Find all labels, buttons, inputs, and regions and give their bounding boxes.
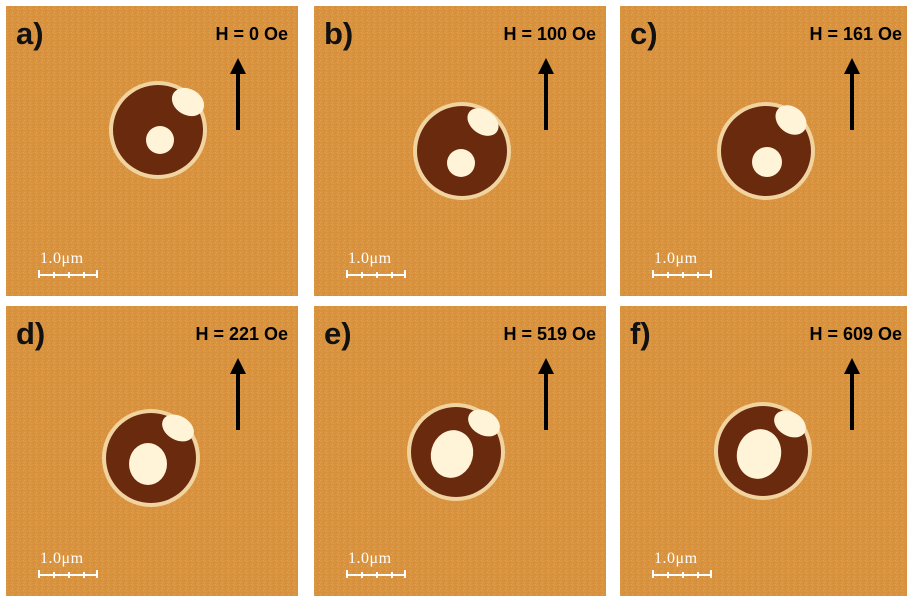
panel-b-label: b) — [324, 16, 354, 51]
panel-f-core-domain — [736, 429, 782, 479]
panel-b-scale-label: 1.0μm — [348, 250, 392, 267]
panel-d: d) H = 221 Oe 1.0μm — [6, 306, 298, 596]
panel-a-edge-domain — [171, 87, 205, 117]
panel-e-scale-label: 1.0μm — [348, 550, 392, 567]
panel-f-image — [620, 306, 907, 596]
panel-d-scale-bar — [38, 570, 98, 578]
panel-e-image — [314, 306, 606, 596]
panel-a: a) H = 0 Oe 1.0μm — [6, 6, 298, 296]
panel-d-field-arrow-icon — [230, 358, 246, 430]
panel-f: f) H = 609 Oe 1.0μm — [620, 306, 907, 596]
panel-c-image — [620, 6, 907, 296]
panel-d-label: d) — [16, 316, 46, 351]
panel-d-core-domain — [129, 443, 167, 485]
panel-e-label: e) — [324, 316, 352, 351]
panel-e-scale-bar — [346, 570, 406, 578]
panel-d-edge-domain — [162, 414, 194, 442]
panel-c-label: c) — [630, 16, 658, 51]
panel-d-scale-label: 1.0μm — [40, 550, 84, 567]
panel-a-field-label: H = 0 Oe — [215, 24, 288, 44]
panel-f-field-arrow-icon — [844, 358, 860, 430]
panel-b-edge-domain — [467, 108, 499, 136]
panel-a-field-arrow-icon — [230, 58, 246, 130]
panel-a-scale-label: 1.0μm — [40, 250, 84, 267]
panel-c-core-domain — [752, 147, 782, 177]
panel-b-scale-bar — [346, 270, 406, 278]
panel-c-scale-label: 1.0μm — [654, 250, 698, 267]
panel-f-field-label: H = 609 Oe — [809, 324, 902, 344]
panel-d-field-label: H = 221 Oe — [195, 324, 288, 344]
panel-e-field-arrow-icon — [538, 358, 554, 430]
panel-a-scale-bar — [38, 270, 98, 278]
panel-c-edge-domain — [775, 105, 807, 135]
panel-a-core-domain — [146, 126, 174, 154]
panel-a-image — [6, 6, 298, 296]
panel-f-label: f) — [630, 316, 651, 351]
panel-b-field-label: H = 100 Oe — [503, 24, 596, 44]
panel-e: e) H = 519 Oe 1.0μm — [314, 306, 606, 596]
panel-c-scale-bar — [652, 270, 712, 278]
panel-f-scale-label: 1.0μm — [654, 550, 698, 567]
panel-d-image — [6, 306, 298, 596]
panel-b-image — [314, 6, 606, 296]
panel-a-label: a) — [16, 16, 44, 51]
panel-f-edge-domain — [774, 410, 806, 438]
panel-b-core-domain — [447, 149, 475, 177]
panel-b-field-arrow-icon — [538, 58, 554, 130]
panel-e-field-label: H = 519 Oe — [503, 324, 596, 344]
panel-c: c) H = 161 Oe 1.0μm — [620, 6, 907, 296]
panel-f-scale-bar — [652, 570, 712, 578]
panel-c-field-label: H = 161 Oe — [809, 24, 902, 44]
panel-e-core-domain — [430, 430, 474, 478]
panel-e-edge-domain — [468, 409, 500, 437]
panel-b: b) H = 100 Oe 1.0μm — [314, 6, 606, 296]
panel-c-field-arrow-icon — [844, 58, 860, 130]
